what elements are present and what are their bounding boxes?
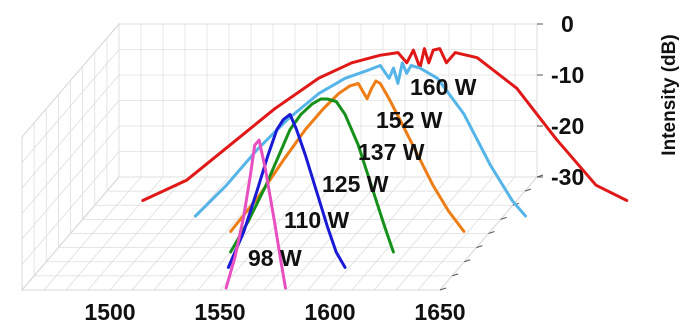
floor-grid-line [43,176,142,291]
floor-grid-line [263,176,362,291]
series-line-160-w [141,47,629,202]
depth-tick [488,231,495,234]
depth-tick [439,287,447,291]
x-tick-label: 1500 [84,299,135,325]
depth-tick [451,273,459,277]
grid-lines [21,23,544,291]
floor-grid-line [153,176,252,291]
floor-grid-line [65,176,164,291]
series-label: 160 W [410,74,477,100]
floor-grid-line [197,176,296,291]
x-tick-label: 1600 [304,299,355,325]
floor-grid-line [351,176,450,291]
floor-grid-line [241,176,340,291]
series-line-110-w [226,112,347,269]
x-tick-labels: 1500 1550 1600 1650 [84,299,465,325]
series-line-137-w [229,79,466,233]
series-lines [141,47,629,290]
floor-grid-line [307,176,406,291]
floor-grid-line [219,176,318,291]
floor-grid-line [131,176,230,291]
z-tick-label: 0 [561,11,574,37]
wall-grid-line [21,74,120,189]
wall-grid-line [21,49,120,163]
floor-grid-line [417,176,516,291]
floor-grid-line [87,176,186,291]
depth-tick [476,245,483,249]
floor-grid-line [285,176,384,291]
depth-tick [500,216,507,220]
wall-grid-line [21,23,120,138]
floor-grid-line [109,176,208,291]
series-label: 110 W [284,207,349,233]
x-tick-label: 1650 [414,299,465,325]
series-label: 98 W [248,245,302,271]
floor-grid-line [329,176,428,291]
floor-grid-line [373,176,472,291]
series-labels: 98 W 110 W 125 W 137 W 152 W 160 W [248,74,477,271]
series-line-152-w [194,61,527,218]
x-tick-label: 1550 [194,299,245,325]
floor-grid-line [395,176,494,291]
series-label: 125 W [322,171,389,197]
depth-tick [464,259,471,263]
z-tick-label: -30 [551,164,584,190]
z-tick-labels: 0 -10 -20 -30 [537,11,584,190]
z-axis-title: Intensity (dB) [659,34,680,155]
wall-grid-line [21,125,120,240]
wall-grid-line [21,151,120,265]
depth-tick [524,188,532,192]
z-tick-label: -20 [551,113,584,139]
series-line-98-w [224,138,287,290]
wall-grid-line [21,176,120,291]
series-line-125-w [229,97,395,254]
series-label: 137 W [358,139,425,165]
wall-grid-line [21,100,120,214]
z-tick-label: -10 [551,62,584,88]
series-label: 152 W [376,107,443,133]
